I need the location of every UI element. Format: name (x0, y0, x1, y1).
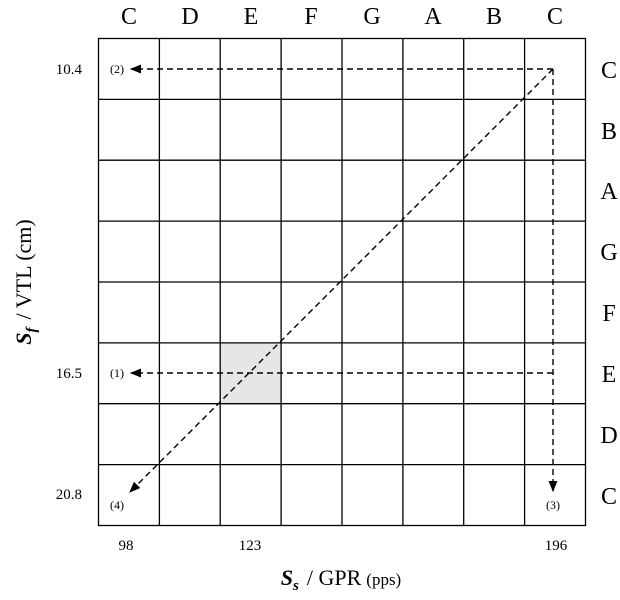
right-note-label: G (600, 240, 617, 266)
annotation-label-3: (3) (546, 498, 560, 512)
y-tick-label: 10.4 (56, 62, 83, 78)
right-note-label: F (602, 301, 615, 327)
right-note-label: B (601, 119, 617, 145)
y-tick-label: 16.5 (56, 366, 82, 382)
top-note-label: G (363, 4, 380, 30)
grid (97, 37, 587, 527)
x-tick-label: 98 (119, 538, 134, 554)
top-note-label: D (181, 4, 198, 30)
right-note-label: C (601, 58, 617, 84)
annotation-label-2: (2) (110, 62, 124, 76)
x-tick-label: 123 (239, 538, 262, 554)
y-axis-title: Sf/ VTL (cm) (11, 219, 40, 344)
annotation-label-4: (4) (110, 498, 124, 512)
right-note-label: C (601, 484, 617, 510)
top-note-label: B (486, 4, 502, 30)
top-note-label: A (424, 4, 442, 30)
top-note-label: C (121, 4, 137, 30)
top-note-label: F (304, 4, 317, 30)
annotation-label-1: (1) (110, 366, 124, 380)
x-tick-label: 196 (545, 538, 568, 554)
right-note-label: D (600, 423, 617, 449)
right-note-label: A (600, 179, 618, 205)
right-note-label: E (602, 362, 617, 388)
x-axis-title: Ss / GPR (pps) (281, 565, 401, 594)
top-note-label: C (547, 4, 563, 30)
top-note-label: E (244, 4, 259, 30)
y-tick-label: 20.8 (56, 487, 82, 503)
